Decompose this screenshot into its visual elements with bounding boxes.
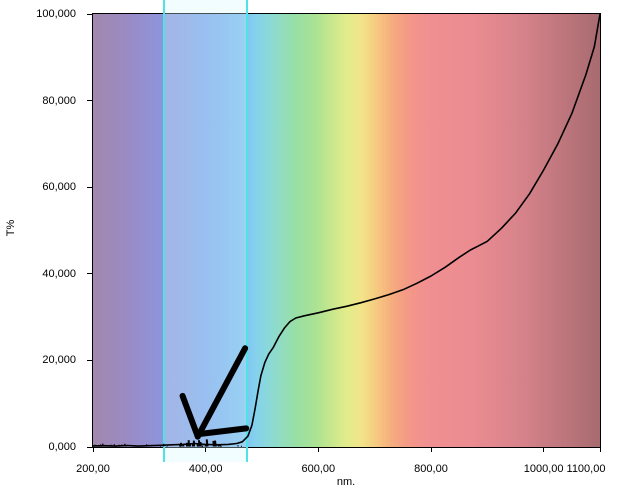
curve-transmittance-curve — [92, 13, 601, 447]
y-tick-mark — [87, 100, 92, 102]
y-tick-mark — [87, 13, 92, 15]
y-tick-mark — [87, 359, 92, 361]
y-tick-label: 80,000 — [42, 94, 76, 107]
x-tick-label: 1000,00 — [523, 463, 564, 475]
y-tick-label: 0,000 — [48, 441, 76, 453]
y-tick-label: 100,000 — [36, 8, 76, 20]
x-tick-label: 400,00 — [188, 463, 223, 475]
x-tick-mark — [317, 448, 319, 452]
x-tick-mark — [92, 448, 94, 452]
annotation-arrow — [179, 392, 201, 440]
x-tick-mark — [543, 448, 545, 452]
x-tick-label: 800,00 — [414, 463, 448, 475]
spectrum-background — [93, 14, 600, 447]
noise-mark — [201, 445, 204, 448]
x-tick-mark — [430, 448, 432, 452]
y-tick-mark — [87, 186, 92, 188]
y-tick-label: 40,000 — [42, 267, 76, 280]
y-axis-title: T% — [5, 219, 17, 237]
x-tick-label: 600,00 — [301, 463, 336, 475]
y-tick-mark — [87, 273, 92, 275]
x-tick-mark — [205, 448, 207, 452]
x-tick-mark — [599, 448, 601, 452]
annotation-arrow — [194, 345, 249, 440]
plot-svg — [92, 13, 601, 448]
x-tick-label: 200,00 — [76, 463, 110, 475]
y-tick-label: 20,000 — [42, 354, 76, 367]
annotation-arrow — [196, 425, 250, 438]
y-tick-mark — [87, 446, 92, 448]
x-axis-title: nm. — [336, 476, 356, 488]
noise-mark — [205, 439, 209, 447]
noise-mark — [214, 440, 217, 447]
y-tick-label: 60,000 — [42, 181, 76, 194]
x-tick-label: 1100,00 — [566, 463, 606, 475]
plot-area — [92, 13, 601, 448]
highlight-band — [163, 0, 248, 462]
